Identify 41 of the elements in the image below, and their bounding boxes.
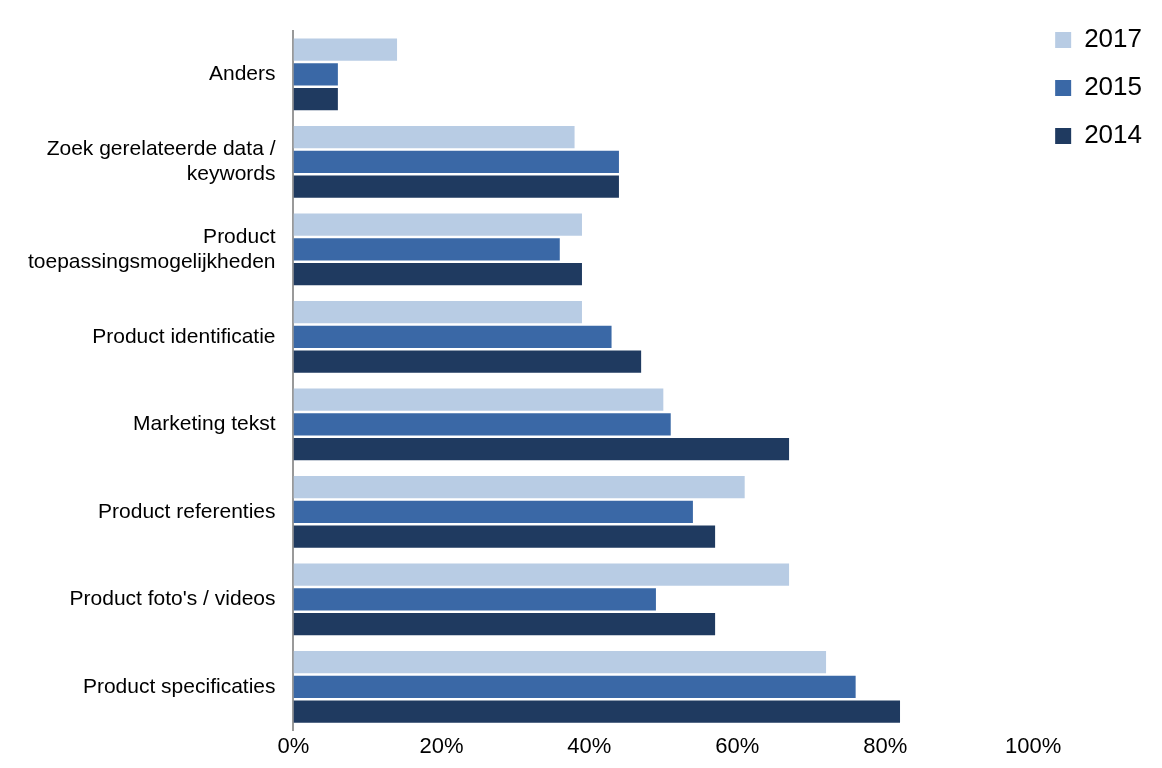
x-tick-label: 60% xyxy=(715,732,760,758)
legend-label: 2017 xyxy=(1084,23,1142,54)
bar xyxy=(293,700,901,723)
bar xyxy=(293,413,671,436)
x-tick-label: 40% xyxy=(567,732,612,758)
bar xyxy=(293,125,575,149)
x-tick-label: 0% xyxy=(277,732,310,758)
bar xyxy=(293,612,716,636)
y-tick-label: Product foto's / videos xyxy=(69,586,276,610)
y-tick-label: Product specificaties xyxy=(82,673,276,697)
bar xyxy=(293,213,582,236)
bar xyxy=(293,350,642,373)
bar xyxy=(293,87,338,111)
y-tick-label: Marketing tekst xyxy=(133,411,276,435)
bar xyxy=(293,150,619,174)
bar xyxy=(293,238,560,261)
legend-label: 2015 xyxy=(1084,71,1142,102)
y-tick-label: Zoek gerelateerde data / keywords xyxy=(46,136,276,185)
y-tick-label: Product toepassingsmogelijkheden xyxy=(28,223,276,272)
x-tick-label: 100% xyxy=(1005,732,1062,758)
y-tick-label: Product identificatie xyxy=(92,323,276,347)
x-tick-label: 20% xyxy=(419,732,464,758)
bar xyxy=(293,588,656,611)
bar xyxy=(293,38,398,61)
bar xyxy=(293,300,582,324)
bar xyxy=(293,63,338,86)
x-tick-label: 80% xyxy=(863,732,908,758)
bar xyxy=(293,325,612,349)
bar xyxy=(293,388,664,411)
y-tick-label: Product referenties xyxy=(98,498,276,522)
legend-label: 2014 xyxy=(1084,119,1142,150)
y-tick-label: Anders xyxy=(208,61,276,85)
bar xyxy=(293,175,619,198)
bar xyxy=(293,525,716,548)
bar xyxy=(293,500,693,524)
bar xyxy=(293,437,790,461)
bar xyxy=(293,563,790,586)
bar xyxy=(293,650,827,674)
bar xyxy=(293,675,856,699)
bar xyxy=(293,475,745,499)
bar xyxy=(293,262,582,286)
